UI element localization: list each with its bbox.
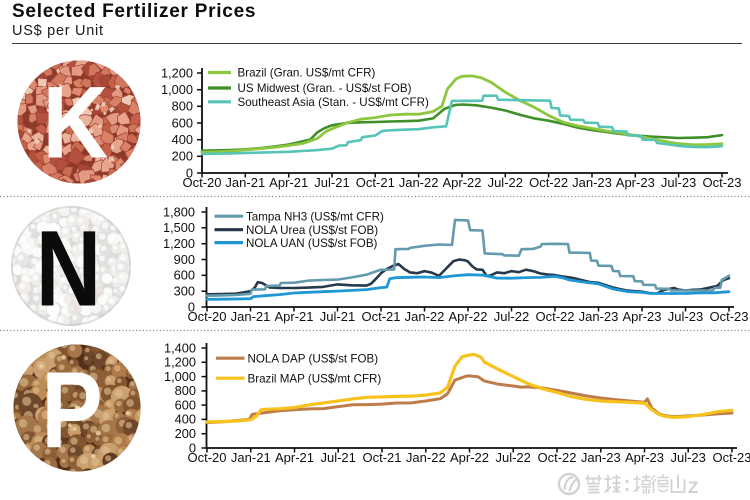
svg-text:800: 800 (172, 99, 193, 114)
svg-text:Jul-23: Jul-23 (670, 450, 705, 465)
svg-text:US Midwest (Gran. - US$/st FOB: US Midwest (Gran. - US$/st FOB) (238, 82, 412, 95)
svg-text:200: 200 (175, 426, 196, 441)
svg-text:K: K (43, 65, 109, 180)
svg-text:Apr-23: Apr-23 (616, 175, 655, 190)
svg-text:600: 600 (172, 115, 193, 130)
svg-text:900: 900 (174, 252, 195, 267)
svg-text:Apr-21: Apr-21 (269, 175, 308, 190)
svg-text:Jan-22: Jan-22 (399, 175, 439, 190)
svg-text:N: N (36, 209, 102, 329)
svg-text:Oct-23: Oct-23 (712, 450, 750, 465)
svg-text:Apr-21: Apr-21 (274, 309, 313, 324)
svg-text:1,000: 1,000 (161, 82, 193, 97)
svg-text:Oct-20: Oct-20 (187, 450, 226, 465)
svg-text:0: 0 (186, 165, 193, 180)
svg-text:Jan-23: Jan-23 (572, 175, 612, 190)
svg-text:Jan-21: Jan-21 (225, 175, 265, 190)
svg-text:Oct-21: Oct-21 (356, 175, 395, 190)
svg-text:Jul-21: Jul-21 (320, 450, 355, 465)
svg-text:Oct-20: Oct-20 (187, 309, 226, 324)
svg-text:Jan-23: Jan-23 (581, 450, 621, 465)
svg-text:Oct-22: Oct-22 (529, 175, 568, 190)
svg-text:Jul-23: Jul-23 (661, 175, 696, 190)
svg-text:Apr-22: Apr-22 (442, 175, 481, 190)
svg-text:P: P (41, 351, 103, 472)
svg-text:Z: Z (688, 478, 698, 497)
svg-text:Jan-21: Jan-21 (231, 450, 271, 465)
svg-text:Oct-20: Oct-20 (182, 175, 221, 190)
svg-text:1,200: 1,200 (163, 236, 195, 251)
svg-text:Southeast Asia (Stan. - US$/mt: Southeast Asia (Stan. - US$/mt CFR) (238, 96, 430, 109)
svg-text:NOLA UAN (US$/st FOB): NOLA UAN (US$/st FOB) (246, 237, 378, 250)
svg-text:Jul-23: Jul-23 (668, 309, 703, 324)
svg-text:Apr-22: Apr-22 (448, 309, 487, 324)
svg-text:Jan-22: Jan-22 (406, 450, 446, 465)
svg-text:300: 300 (174, 284, 195, 299)
svg-text:600: 600 (175, 397, 196, 412)
svg-text:Oct-21: Oct-21 (362, 450, 401, 465)
svg-text:Oct-23: Oct-23 (702, 175, 741, 190)
svg-text:1,200: 1,200 (164, 355, 196, 370)
svg-text:Jul-21: Jul-21 (314, 175, 349, 190)
svg-text:Apr-21: Apr-21 (275, 450, 314, 465)
svg-text:1,500: 1,500 (163, 220, 195, 235)
svg-text:Apr-22: Apr-22 (450, 450, 489, 465)
svg-text:400: 400 (172, 132, 193, 147)
svg-text:400: 400 (175, 412, 196, 427)
svg-text:Oct-22: Oct-22 (535, 309, 574, 324)
svg-text:Apr-23: Apr-23 (625, 450, 664, 465)
svg-text:600: 600 (174, 268, 195, 283)
svg-text:Tampa NH3 (US$/mt CFR): Tampa NH3 (US$/mt CFR) (246, 210, 384, 223)
svg-text:Oct-22: Oct-22 (537, 450, 576, 465)
svg-text:Oct-21: Oct-21 (361, 309, 400, 324)
svg-text:Jul-21: Jul-21 (320, 309, 355, 324)
svg-text:Jan-21: Jan-21 (231, 309, 271, 324)
svg-text:800: 800 (175, 383, 196, 398)
svg-text:Jul-22: Jul-22 (495, 450, 530, 465)
svg-text:Oct-23: Oct-23 (709, 309, 748, 324)
svg-text:Jul-22: Jul-22 (494, 309, 529, 324)
svg-text:200: 200 (172, 149, 193, 164)
svg-text:0: 0 (188, 299, 195, 314)
svg-text:NOLA DAP (US$/st FOB): NOLA DAP (US$/st FOB) (248, 352, 379, 365)
svg-text:NOLA Urea (US$/st FOB): NOLA Urea (US$/st FOB) (246, 224, 378, 237)
svg-text:Apr-23: Apr-23 (622, 309, 661, 324)
svg-text:Brazil MAP (US$/mt CFR): Brazil MAP (US$/mt CFR) (248, 372, 382, 385)
svg-text:1,200: 1,200 (161, 65, 193, 80)
svg-text:1,000: 1,000 (164, 369, 196, 384)
svg-text:Brazil (Gran. US$/mt CFR): Brazil (Gran. US$/mt CFR) (238, 67, 376, 80)
svg-text:1,800: 1,800 (163, 204, 195, 219)
svg-text:Jan-22: Jan-22 (405, 309, 445, 324)
svg-text:1,400: 1,400 (164, 340, 196, 355)
svg-text:Jan-23: Jan-23 (579, 309, 619, 324)
svg-text:Jul-22: Jul-22 (488, 175, 523, 190)
svg-text:0: 0 (189, 440, 196, 455)
